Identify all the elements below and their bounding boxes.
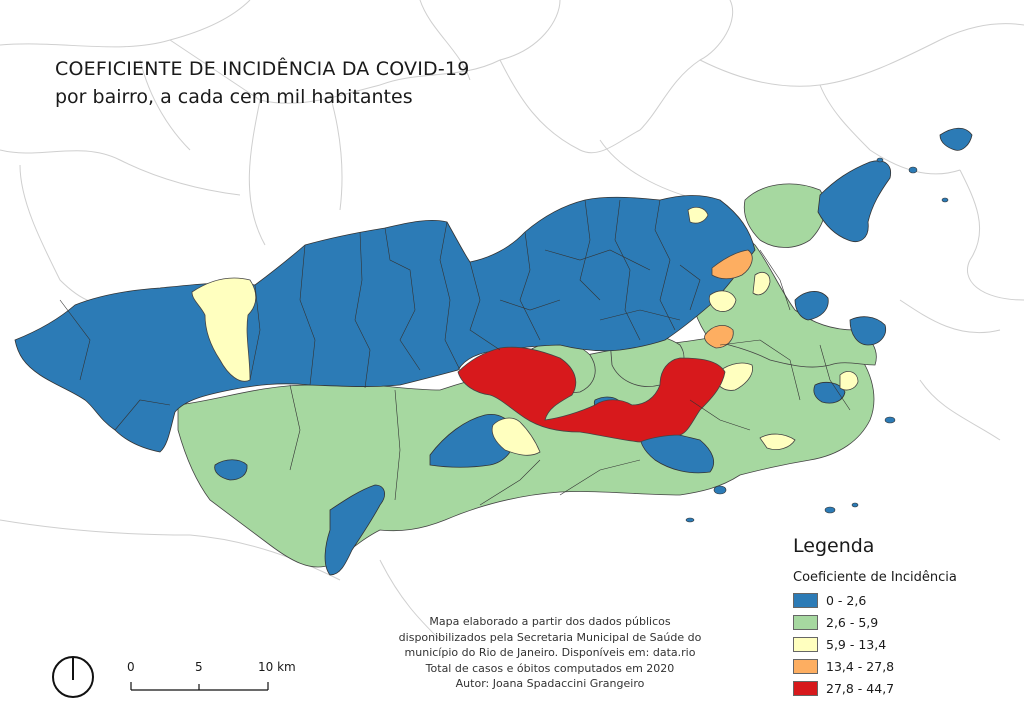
north-arrow-icon — [52, 656, 94, 698]
source-note-line: Autor: Joana Spadaccini Grangeiro — [455, 677, 645, 690]
zone-red — [457, 346, 726, 443]
neighborhood-boundaries — [59, 199, 851, 506]
legend-subtitle: Coeficiente de Incidência — [793, 570, 957, 585]
map-subtitle: por bairro, a cada cem mil habitantes — [55, 86, 413, 108]
legend-swatch — [793, 615, 818, 630]
legend-swatch — [793, 659, 818, 674]
scale-bar — [130, 682, 269, 691]
legend-swatch — [793, 637, 818, 652]
legend-label: 13,4 - 27,8 — [826, 659, 895, 674]
legend-label: 27,8 - 44,7 — [826, 681, 895, 696]
zone-blue — [14, 127, 973, 576]
source-note-line: disponibilizados pela Secretaria Municip… — [398, 630, 702, 644]
legend-swatch — [793, 681, 818, 696]
zone-yellow — [191, 206, 859, 456]
source-note-line: município do Rio de Janeiro. Disponíveis… — [404, 646, 696, 659]
legend-label: 0 - 2,6 — [826, 593, 867, 608]
zone-orange — [704, 249, 753, 349]
scale-label-5: 5 — [195, 660, 203, 674]
source-note-line: Mapa elaborado a partir dos dados públic… — [429, 615, 671, 628]
legend-title: Legenda — [793, 535, 875, 557]
map-title: COEFICIENTE DE INCIDÊNCIA DA COVID-19 — [55, 58, 470, 80]
scale-label-10: 10 km — [258, 660, 296, 674]
scale-label-0: 0 — [127, 660, 135, 674]
legend-label: 5,9 - 13,4 — [826, 637, 887, 652]
source-note: Mapa elaborado a partir dos dados públic… — [370, 614, 730, 692]
legend-swatch — [793, 593, 818, 608]
islands — [685, 157, 949, 523]
legend-label: 2,6 - 5,9 — [826, 615, 879, 630]
source-note-line: Total de casos e óbitos computados em 20… — [425, 661, 675, 675]
